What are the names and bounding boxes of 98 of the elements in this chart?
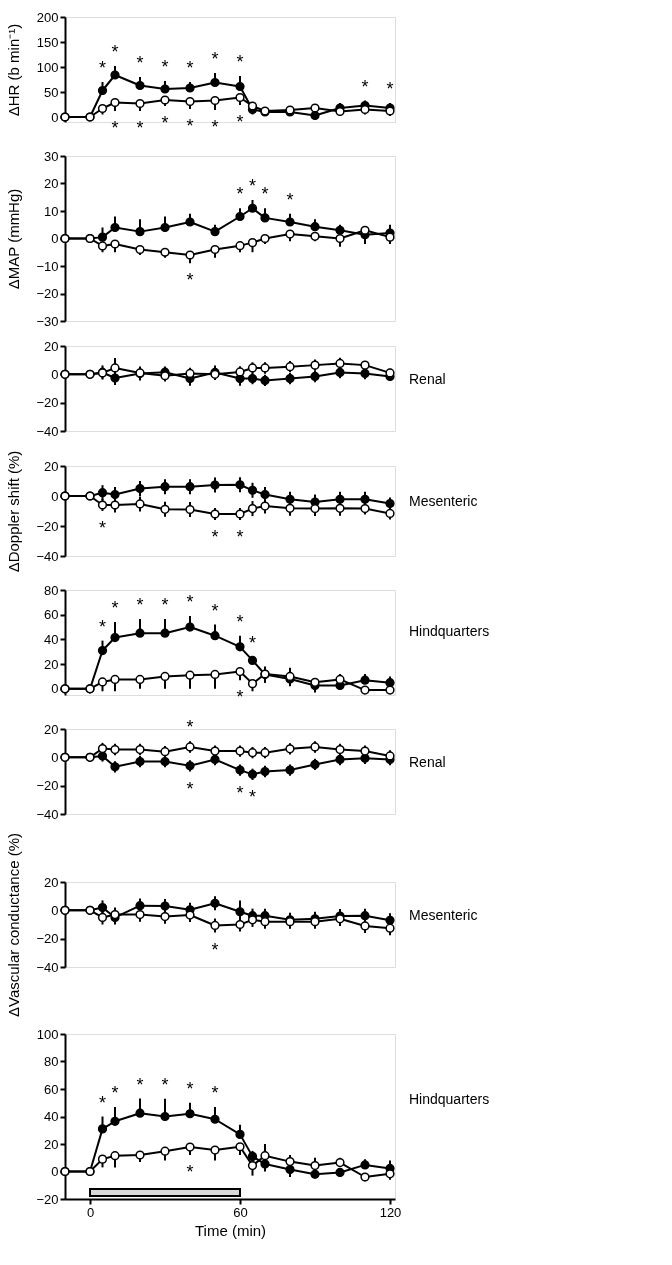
text: Mesenteric (409, 493, 478, 509)
annotation: * (248, 787, 257, 807)
y-axis-title: ΔDoppler shift (%) (4, 450, 22, 573)
y-tick-label: 0 (51, 488, 59, 504)
y-tick-label: −30 (36, 313, 59, 329)
annotation: * (136, 595, 144, 616)
annotation: * (161, 113, 169, 133)
y-tick-label: 20 (44, 1136, 59, 1152)
annotation: * (186, 778, 194, 799)
annotation: * (361, 76, 369, 97)
annotation: * (136, 1074, 144, 1095)
y-tick-label: −20 (36, 286, 59, 301)
annotation: * (236, 184, 244, 205)
annotation: * (211, 939, 219, 960)
y-axis-title: ΔMAP (mmHg) (4, 188, 22, 290)
annotation: * (136, 118, 144, 138)
text: Hindquarters (409, 1091, 490, 1107)
annotation: * (236, 52, 244, 72)
y-tick-label: 0 (51, 231, 59, 246)
annotation: * (186, 270, 194, 291)
annotation: * (236, 112, 244, 132)
annotation: * (98, 1092, 107, 1113)
annotation: * (286, 189, 294, 210)
x-tick-label: 60 (233, 1204, 248, 1220)
text: Renal (409, 754, 446, 770)
y-tick-label: 40 (44, 1109, 59, 1124)
x-tick-label: 0 (86, 1204, 95, 1220)
y-tick-label: 0 (51, 902, 59, 918)
y-tick-label: −20 (36, 778, 59, 794)
annotation: * (186, 58, 194, 78)
y-tick-label: −10 (36, 258, 59, 274)
y-tick-label: 40 (44, 631, 59, 647)
y-tick-label: −20 (36, 518, 59, 534)
annotation: * (98, 518, 107, 538)
annotation: * (386, 79, 394, 99)
annotation: * (211, 600, 219, 621)
y-tick-label: 100 (36, 59, 59, 75)
y-tick-label: −40 (36, 548, 59, 564)
y-tick-label: −40 (36, 806, 59, 822)
annotation: * (236, 527, 244, 547)
annotation: * (236, 782, 244, 803)
annotation: * (111, 1082, 119, 1103)
x-tick-label: 120 (379, 1204, 402, 1220)
annotation: * (236, 687, 244, 708)
annotation: * (236, 611, 244, 632)
y-tick-label: 150 (36, 34, 59, 50)
annotation: * (161, 1074, 169, 1095)
annotation: * (211, 117, 219, 137)
x-axis-title: Time (min) (194, 1221, 267, 1239)
y-tick-label: 0 (51, 366, 59, 382)
y-tick-label: 50 (44, 84, 59, 100)
y-tick-label: 20 (44, 656, 59, 672)
annotation: * (211, 1082, 219, 1103)
annotation: * (211, 527, 219, 547)
y-tick-label: 0 (51, 109, 59, 125)
y-tick-label: 0 (51, 681, 59, 697)
y-tick-label: 0 (51, 749, 59, 765)
y-tick-label: 80 (44, 1054, 59, 1069)
y-tick-label: 60 (44, 607, 59, 623)
annotation: * (98, 58, 107, 78)
y-tick-label: 20 (44, 176, 59, 191)
annotation: * (261, 184, 269, 205)
text: Mesenteric (409, 907, 478, 923)
y-tick-label: −20 (36, 1191, 59, 1207)
annotation: * (161, 595, 169, 616)
y-tick-label: −40 (36, 423, 59, 439)
y-axis-title: ΔHR (b min⁻¹) (4, 23, 22, 117)
y-tick-label: −20 (36, 395, 59, 411)
y-tick-label: 0 (51, 1164, 59, 1179)
annotation: * (248, 176, 257, 196)
y-tick-label: 30 (44, 148, 59, 164)
annotation: * (211, 49, 219, 69)
y-tick-label: 80 (44, 582, 59, 598)
annotation: * (186, 116, 194, 136)
annotation: * (186, 1162, 194, 1182)
annotation: * (161, 57, 169, 77)
y-tick-label: 20 (44, 458, 59, 474)
y-tick-label: −40 (36, 959, 59, 975)
text: Renal (409, 371, 446, 387)
annotation: * (186, 717, 194, 738)
y-tick-label: 20 (44, 721, 59, 737)
annotation: * (111, 42, 119, 62)
annotation: * (186, 1078, 194, 1099)
y-tick-label: −20 (36, 931, 59, 947)
y-axis-title: ΔVascular conductance (%) (4, 833, 22, 1017)
y-tick-label: 20 (44, 338, 59, 354)
y-tick-label: 100 (36, 1026, 59, 1042)
annotation: * (111, 118, 119, 138)
text: Hindquarters (409, 623, 490, 639)
annotation: * (186, 591, 194, 612)
y-tick-label: 10 (44, 203, 59, 219)
annotation: * (111, 598, 119, 619)
annotation: * (98, 616, 107, 637)
annotation: * (248, 632, 257, 653)
y-tick-label: 20 (44, 874, 59, 890)
y-tick-label: 200 (36, 9, 59, 25)
y-tick-label: 60 (44, 1081, 59, 1097)
annotation: * (136, 53, 144, 73)
